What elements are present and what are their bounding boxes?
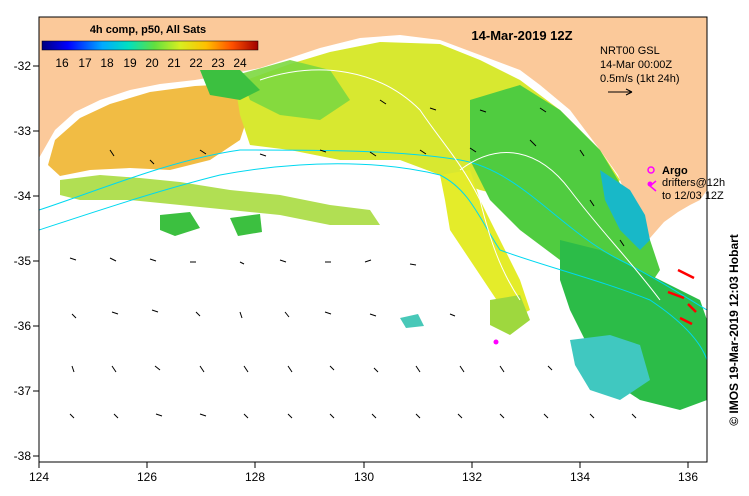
argo-icon	[647, 166, 655, 174]
colorbar-tick: 24	[233, 56, 247, 70]
y-axis-labels: -32 -33 -34 -35 -36 -37 -38	[14, 59, 32, 463]
map-title: 14-Mar-2019 12Z	[471, 28, 572, 43]
y-tick-label: -37	[14, 384, 32, 398]
colorbar-tick: 16	[55, 56, 69, 70]
y-tick-label: -32	[14, 59, 32, 73]
x-tick-label: 128	[245, 470, 265, 484]
sst-warm-west	[48, 84, 250, 176]
colorbar-tick: 18	[100, 56, 114, 70]
sst-dark-green-west	[200, 70, 260, 100]
map-content	[39, 17, 707, 419]
colorbar-tick: 20	[145, 56, 159, 70]
colorbar-tick: 21	[167, 56, 181, 70]
drifter-icon	[648, 180, 657, 192]
sst-cyan-coastal	[600, 170, 650, 250]
vector-scale: 0.5m/s (1kt 24h)	[600, 73, 679, 85]
colorbar-tick: 17	[78, 56, 92, 70]
drifter-time: to 12/03 12Z	[662, 190, 724, 202]
x-tick-label: 124	[29, 470, 49, 484]
argo-label: Argo	[662, 165, 688, 177]
y-tick-label: -36	[14, 319, 32, 333]
x-tick-label: 132	[462, 470, 482, 484]
sst-patch-west3	[230, 214, 262, 236]
colorbar-gradient	[41, 40, 259, 51]
sst-scatter-west	[60, 175, 380, 225]
colorbar-title: 4h comp, p50, All Sats	[90, 24, 206, 36]
model-time: 14-Mar 00:00Z	[600, 59, 672, 71]
plot-frame	[38, 16, 708, 463]
sst-green-band	[240, 60, 350, 120]
current-legend: NRT00 GSL 14-Mar 00:00Z 0.5m/s (1kt 24h)	[600, 45, 679, 96]
credit-label: © IMOS 19-Mar-2019 12:03 Hobart	[727, 234, 741, 426]
white-contours	[259, 69, 661, 301]
y-tick-label: -38	[14, 449, 32, 463]
sst-patch-south	[490, 295, 530, 335]
y-tick-label: -35	[14, 254, 32, 268]
x-tick-label: 136	[678, 470, 698, 484]
sst-patch-small	[400, 314, 424, 328]
argo-legend: Argo drifters@12h to 12/03 12Z	[647, 165, 725, 202]
current-vectors	[69, 99, 637, 419]
sst-green-east	[560, 240, 707, 410]
x-tick-label: 134	[570, 470, 590, 484]
tick-marks	[33, 65, 689, 468]
x-tick-label: 130	[354, 470, 374, 484]
colorbar-tick: 22	[189, 56, 203, 70]
sst-yellow-plume	[440, 170, 530, 320]
colorbar-ticks: 16 17 18 19 20 21 22 23 24	[55, 56, 247, 70]
y-tick-label: -33	[14, 124, 32, 138]
sst-patch-west2	[160, 212, 200, 236]
colorbar-tick: 19	[123, 56, 137, 70]
model-label: NRT00 GSL	[600, 45, 660, 57]
x-tick-label: 126	[137, 470, 157, 484]
colorbar: 4h comp, p50, All Sats 16 17 18 19 20 21…	[41, 24, 259, 70]
y-tick-label: -34	[14, 189, 32, 203]
colorbar-tick: 23	[211, 56, 225, 70]
drifter-tracks	[667, 268, 697, 326]
scale-arrow-icon	[608, 88, 633, 96]
drifter-label: drifters@12h	[662, 177, 725, 189]
x-axis-labels: 124 126 128 130 132 134 136	[29, 470, 698, 484]
sst-green-shelf	[470, 85, 660, 300]
sst-patch-cyan-south	[570, 335, 650, 400]
